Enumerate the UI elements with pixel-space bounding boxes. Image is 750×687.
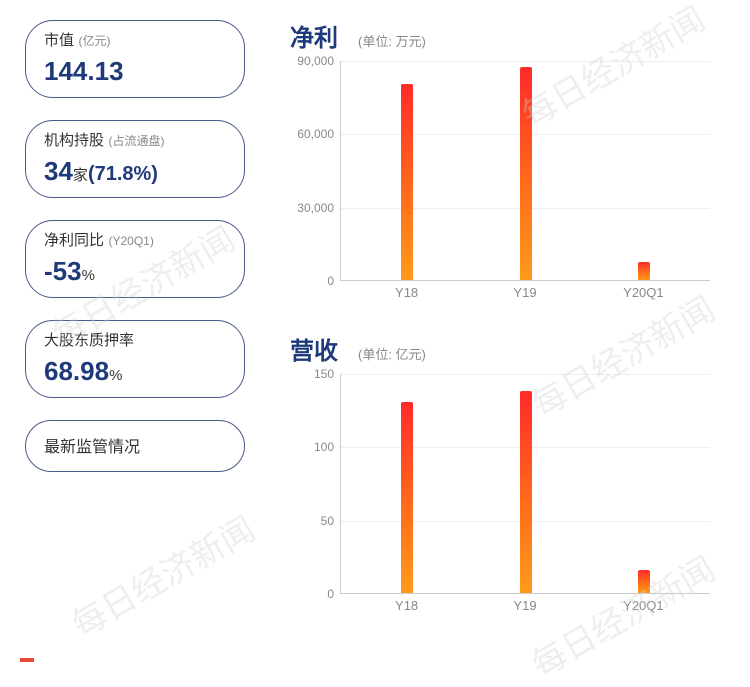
card-value: -53% <box>44 256 226 287</box>
card-label: 机构持股 <box>44 132 104 149</box>
card-sublabel: (亿元) <box>78 34 110 48</box>
card-value-unit: % <box>82 267 95 284</box>
card-label: 最新监管情况 <box>44 429 226 461</box>
card-value: 144.13 <box>44 56 226 87</box>
x-tick-label: Y19 <box>513 285 536 300</box>
charts-area: 净利 (单位: 万元) 0 30,000 60,000 90,000 Y18 Y19 Y20Q1… <box>280 18 750 634</box>
card-pledge-ratio: 大股东质押率 68.98% <box>25 320 245 398</box>
y-axis: 030,00060,00090,000 <box>280 61 340 281</box>
x-tick-label: Y20Q1 <box>623 285 663 300</box>
chart-plot-area: 050100150Y18Y19Y20Q1 <box>280 374 720 634</box>
card-value-number: -53 <box>44 256 82 286</box>
grid-line <box>341 374 710 375</box>
card-label-row: 机构持股 (占流通盘) <box>44 129 226 150</box>
chart-net-profit: 净利 (单位: 万元) 0 30,000 60,000 90,000 Y18 Y19 Y20Q1 <box>280 18 750 321</box>
left-panel: 市值 (亿元) 144.13 机构持股 (占流通盘) 34家(71.8%) 净利… <box>0 0 270 676</box>
card-value-number: 144.13 <box>44 56 124 86</box>
plot <box>340 374 710 594</box>
card-value: 68.98% <box>44 356 226 387</box>
card-label: 市值 <box>44 32 74 49</box>
card-value-unit: % <box>109 367 122 384</box>
y-tick-label: 100 <box>314 440 334 454</box>
card-value: 34家(71.8%) <box>44 156 226 187</box>
card-label-row: 大股东质押率 <box>44 329 226 350</box>
y-tick-label: 30,000 <box>297 201 334 215</box>
y-tick-label: 0 <box>327 587 334 601</box>
card-label: 净利同比 <box>44 232 104 249</box>
x-tick-label: Y19 <box>513 598 536 613</box>
card-label-row: 净利同比 (Y20Q1) <box>44 229 226 250</box>
chart-title: 净利 <box>290 18 338 53</box>
y-tick-label: 0 <box>327 274 334 288</box>
bar <box>520 67 532 280</box>
card-sublabel: (占流通盘) <box>108 134 164 148</box>
x-axis-labels: Y18 Y19 Y20Q1 <box>340 285 710 309</box>
grid-line <box>341 61 710 62</box>
x-tick-label: Y18 <box>395 598 418 613</box>
right-panel: 净利 (单位: 万元) 0 30,000 60,000 90,000 Y18 Y19 Y20Q1… <box>270 0 750 676</box>
dashboard-container: 市值 (亿元) 144.13 机构持股 (占流通盘) 34家(71.8%) 净利… <box>0 0 750 676</box>
chart-header: 净利 (单位: 万元) <box>280 18 750 53</box>
card-value-unit: 家 <box>73 167 88 184</box>
chart-unit-label: (单位: 万元) <box>358 31 426 50</box>
card-value-number: 34 <box>44 156 73 186</box>
bar <box>401 84 413 280</box>
chart-plot-area: 030,00060,00090,000Y18Y19Y20Q1 <box>280 61 720 321</box>
x-tick-label: Y20Q1 <box>623 598 663 613</box>
card-institutional-holdings: 机构持股 (占流通盘) 34家(71.8%) <box>25 120 245 198</box>
chart-unit-label: (单位: 亿元) <box>358 344 426 363</box>
chart-header: 营收 (单位: 亿元) <box>280 331 750 366</box>
bar <box>520 391 532 593</box>
chart-title: 营收 <box>290 331 338 366</box>
card-label-row: 市值 (亿元) <box>44 29 226 50</box>
card-profit-yoy: 净利同比 (Y20Q1) -53% <box>25 220 245 298</box>
card-label: 大股东质押率 <box>44 332 134 349</box>
card-regulatory: 最新监管情况 <box>25 420 245 472</box>
card-market-cap: 市值 (亿元) 144.13 <box>25 20 245 98</box>
y-tick-label: 90,000 <box>297 54 334 68</box>
bar <box>638 570 650 593</box>
plot <box>340 61 710 281</box>
bar <box>638 262 650 280</box>
y-axis: 050100150 <box>280 374 340 594</box>
card-sublabel: (Y20Q1) <box>108 234 153 248</box>
x-tick-label: Y18 <box>395 285 418 300</box>
x-axis-labels: Y18 Y19 Y20Q1 <box>340 598 710 622</box>
card-value-paren: (71.8%) <box>88 163 158 185</box>
accent-marker <box>20 658 34 662</box>
y-tick-label: 60,000 <box>297 127 334 141</box>
chart-revenue: 营收 (单位: 亿元) 0 50 100 150 Y18 Y19 Y20Q1 <box>280 331 750 634</box>
bar <box>401 402 413 593</box>
card-value-number: 68.98 <box>44 356 109 386</box>
y-tick-label: 150 <box>314 367 334 381</box>
y-tick-label: 50 <box>321 514 334 528</box>
